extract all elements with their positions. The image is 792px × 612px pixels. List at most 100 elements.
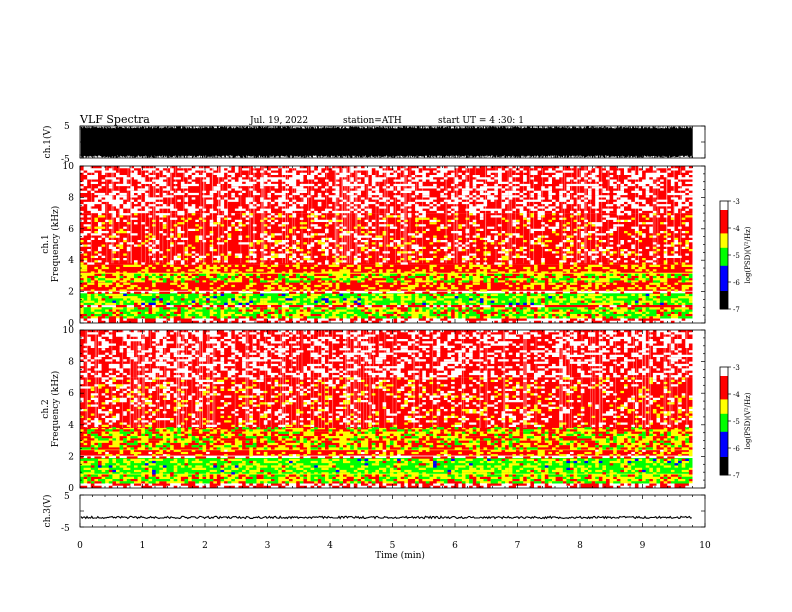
time-axis-label: Time (min) [375,550,425,561]
ch1-spectrogram-image [80,166,693,324]
colorbar-segment [720,473,728,476]
colorbar-segment [720,264,728,267]
colorbar-segment [720,283,728,286]
spectrogram-band [80,304,693,308]
colorbar-tick-label: -7 [733,306,740,314]
colorbar-segment [720,390,728,393]
colorbar-label: log(PSD)(V²/Hz) [744,226,752,283]
time-tick-label: 4 [327,541,333,551]
colorbar-segment [720,394,728,397]
colorbar-segment [720,383,728,386]
spectrogram-speckle [80,377,693,475]
colorbar-segment [720,372,728,375]
spectrogram-speckle [80,213,693,306]
time-tick-label: 3 [265,541,271,551]
colorbar-segment [720,460,728,463]
colorbar-segment [720,282,728,285]
freq-tick-label: 2 [68,452,74,462]
start-time-label: start UT = 4 :30: 1 [438,116,524,126]
colorbar-segment [720,388,728,391]
colorbar-segment [720,201,728,204]
colorbar-segment [720,385,728,388]
colorbar-segment [720,435,728,438]
colorbar-segment [720,457,728,460]
colorbar-segment [720,379,728,382]
colorbar-segment [720,433,728,436]
colorbar-segment [720,224,728,227]
ch1-waveform-panel: 5 -5 ch.1(V) [42,122,706,165]
colorbar-segment [720,289,728,292]
colorbar-segment [720,262,728,265]
colorbar-segment [720,213,728,216]
colorbar-segment [720,422,728,425]
colorbar-segment [720,444,728,447]
freq-tick-label: 0 [68,484,74,494]
freq-tick-label: 0 [68,319,74,329]
time-tick-label: 5 [390,541,396,551]
ch2-spectrogram-panel: 0 2 4 6 8 10 ch.2 Frequency (kHz) [41,326,706,494]
colorbar-tick-label: -5 [733,252,740,260]
freq-tick-label: 4 [68,256,74,266]
colorbar-segment [720,408,728,411]
ch1-spectrogram-ylabel-channel: ch.1 [41,234,51,253]
colorbar-segment [720,273,728,276]
ch3-waveform-ticks [79,494,706,528]
spectrogram-speckle [112,293,664,306]
colorbar-segment [720,242,728,245]
colorbar-segment [720,206,728,209]
ch1-colorbar: -3 -4 -5 -6 -7 log(PSD)(V²/Hz) [719,198,752,314]
colorbar-segment [720,215,728,218]
colorbar-segment [720,448,728,451]
colorbar-segment [720,235,728,238]
colorbar-segment [720,278,728,281]
ch1-waveform-trace [80,126,693,158]
colorbar-tick-label: -5 [733,418,740,426]
colorbar-segment [720,267,728,270]
colorbar-segment [720,307,728,310]
colorbar-segment [720,255,728,258]
colorbar-segment [720,258,728,261]
time-tick-label: 10 [699,541,711,551]
colorbar-segment [720,395,728,398]
colorbar-segment [720,217,728,220]
colorbar-segment [720,446,728,449]
colorbar-segment [720,403,728,406]
ch1-ytick-5: 5 [64,122,70,132]
ch3-waveform-line [80,515,692,520]
colorbar-segment [720,440,728,443]
colorbar-segment [720,298,728,301]
colorbar-segment [720,368,728,371]
colorbar-segment [720,453,728,456]
freq-tick-label: 6 [68,389,74,399]
ch1-ytick-minus5: -5 [61,155,70,165]
ch2-spectrogram-ylabel-channel: ch.2 [41,399,51,418]
spectrogram-band [80,293,693,305]
freq-tick-label: 8 [68,193,74,203]
colorbar-segment [720,240,728,243]
figure-title: VLF Spectra [79,113,150,126]
spectrogram-speckle [80,427,693,488]
spectrogram-band [80,272,693,283]
colorbar-segment [720,244,728,247]
colorbar-segment [720,376,728,379]
ch3-waveform-ylabel: ch.3(V) [42,495,53,528]
ch2-spectrogram-ylabel-frequency: Frequency (kHz) [50,371,61,448]
freq-tick-label: 2 [68,288,74,298]
colorbar-segment [720,211,728,214]
colorbar-segment [720,202,728,205]
colorbar-segment [720,370,728,373]
colorbar-segment [720,458,728,461]
colorbar-segment [720,467,728,470]
colorbar-segment [720,404,728,407]
colorbar-segment [720,269,728,272]
colorbar-segment [720,222,728,225]
colorbar-segment [720,291,728,294]
colorbar-tick-label: -3 [733,198,740,206]
colorbar-segment [720,428,728,431]
time-axis-tick-labels: 0 1 2 3 4 5 6 7 8 9 10 [77,541,711,551]
colorbar-segment [720,421,728,424]
spectrogram-speckle [98,458,689,475]
colorbar-segment [720,292,728,295]
colorbar-segment [720,439,728,442]
